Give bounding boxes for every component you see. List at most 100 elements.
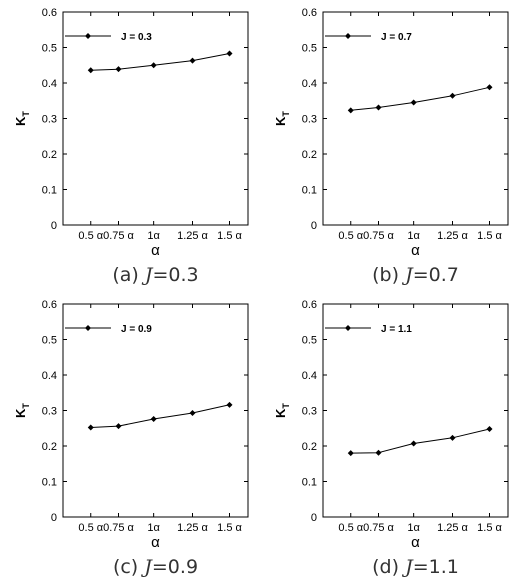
panel-caption: (a) J=0.3 (112, 264, 198, 286)
caption-prefix: (d) (372, 556, 405, 578)
data-point (486, 84, 493, 91)
plot-frame (322, 11, 509, 226)
x-tick-label: 1.25 α (177, 230, 208, 242)
y-tick-label: 0 (311, 512, 317, 524)
y-tick-label: 0.1 (42, 477, 57, 489)
y-axis-label-main: K (273, 408, 288, 418)
y-tick-label: 0.1 (302, 185, 317, 197)
x-tick-label: 0.75 α (363, 522, 394, 534)
y-tick-label: 0.6 (42, 7, 57, 19)
y-tick-label: 0.1 (302, 477, 317, 489)
x-tick-label: 0.75 α (363, 230, 394, 242)
data-point (87, 424, 94, 431)
legend-label: J = 0.3 (121, 32, 152, 43)
data-point (189, 57, 196, 64)
legend-label: J = 1.1 (381, 324, 412, 335)
y-axis-label-sub: T (281, 111, 291, 117)
data-point (375, 449, 382, 456)
y-tick-label: 0.4 (42, 78, 57, 90)
y-tick-label: 0.5 (42, 335, 57, 347)
y-tick-label: 0.2 (302, 149, 317, 161)
x-tick-label: 1α (147, 522, 160, 534)
y-tick-label: 0.5 (42, 43, 57, 55)
legend-label: J = 0.7 (381, 32, 412, 43)
chart-panel-0: 0 0.1 0.2 0.3 0.4 0.5 0.6 0.5 α 0.75 α 1α 1.25 α 1.… (13, 7, 249, 286)
caption-variable: J (140, 556, 153, 578)
x-tick-label: 1.25 α (437, 230, 468, 242)
legend-marker (85, 33, 91, 39)
panel-caption: (c) J=0.9 (113, 556, 198, 578)
x-tick-label: 0.75 α (103, 522, 134, 534)
x-tick-label: 1.5 α (477, 522, 502, 534)
x-tick-label: 1α (147, 230, 160, 242)
y-tick-label: 0.3 (42, 114, 57, 126)
y-tick-label: 0.4 (42, 370, 57, 382)
plot-frame (322, 303, 509, 518)
data-point (410, 440, 417, 447)
data-point (87, 67, 94, 74)
chart-panel-2: 0 0.1 0.2 0.3 0.4 0.5 0.6 0.5 α 0.75 α 1α 1.25 α 1.… (13, 299, 249, 578)
y-tick-label: 0.4 (302, 78, 317, 90)
x-tick-label: 1α (407, 230, 420, 242)
x-tick-label: 1.5 α (217, 522, 242, 534)
y-tick-label: 0.6 (42, 299, 57, 311)
plot-frame (62, 303, 249, 518)
data-point (150, 62, 157, 69)
chart-panel-3: 0 0.1 0.2 0.3 0.4 0.5 0.6 0.5 α 0.75 α 1α 1.25 α 1.… (273, 299, 509, 578)
y-tick-label: 0 (311, 220, 317, 232)
y-axis-label-sub: T (21, 111, 31, 117)
caption-prefix: (c) (113, 556, 144, 578)
legend-marker (345, 325, 351, 331)
data-point (115, 66, 122, 73)
caption-value: =0.7 (413, 264, 459, 286)
panel-caption: (d) J=1.1 (372, 556, 459, 578)
series-line (90, 404, 230, 428)
caption-prefix: (a) (112, 264, 145, 286)
caption-value: =1.1 (413, 556, 459, 578)
y-tick-label: 0.4 (302, 370, 317, 382)
y-axis-label-sub: T (21, 403, 31, 409)
y-axis-label: KT (13, 403, 31, 418)
y-axis-label: KT (273, 111, 291, 126)
legend-marker (345, 33, 351, 39)
caption-prefix: (b) (372, 264, 405, 286)
series-line (350, 428, 490, 454)
y-tick-label: 0 (51, 220, 57, 232)
series-line (350, 86, 490, 111)
y-axis-label: KT (273, 403, 291, 418)
data-point (449, 92, 456, 99)
x-tick-label: 0.5 α (78, 230, 103, 242)
caption-variable: J (401, 264, 414, 286)
panel-caption: (b) J=0.7 (372, 264, 459, 286)
series-line (90, 53, 230, 71)
x-axis-label: α (411, 242, 420, 259)
data-point (115, 423, 122, 430)
y-tick-label: 0.2 (42, 441, 57, 453)
y-tick-label: 0.2 (42, 149, 57, 161)
y-tick-label: 0.3 (42, 406, 57, 418)
x-tick-label: 1.5 α (477, 230, 502, 242)
data-point (189, 409, 196, 416)
legend-marker (85, 325, 91, 331)
data-point (150, 416, 157, 423)
y-tick-label: 0.5 (302, 43, 317, 55)
caption-variable: J (401, 556, 414, 578)
x-axis-label: α (411, 534, 420, 551)
data-point (410, 99, 417, 106)
y-tick-label: 0.2 (302, 441, 317, 453)
data-point (347, 107, 354, 114)
caption-variable: J (141, 264, 154, 286)
x-tick-label: 0.5 α (338, 230, 363, 242)
y-axis-label-main: K (273, 116, 288, 126)
y-tick-label: 0.6 (302, 7, 317, 19)
caption-value: =0.9 (152, 556, 198, 578)
plot-frame (62, 11, 249, 226)
y-axis-label-main: K (13, 408, 28, 418)
data-point (449, 434, 456, 441)
x-tick-label: 1α (407, 522, 420, 534)
y-axis-label-sub: T (281, 403, 291, 409)
y-tick-label: 0.3 (302, 406, 317, 418)
x-tick-label: 1.25 α (437, 522, 468, 534)
x-tick-label: 1.25 α (177, 522, 208, 534)
